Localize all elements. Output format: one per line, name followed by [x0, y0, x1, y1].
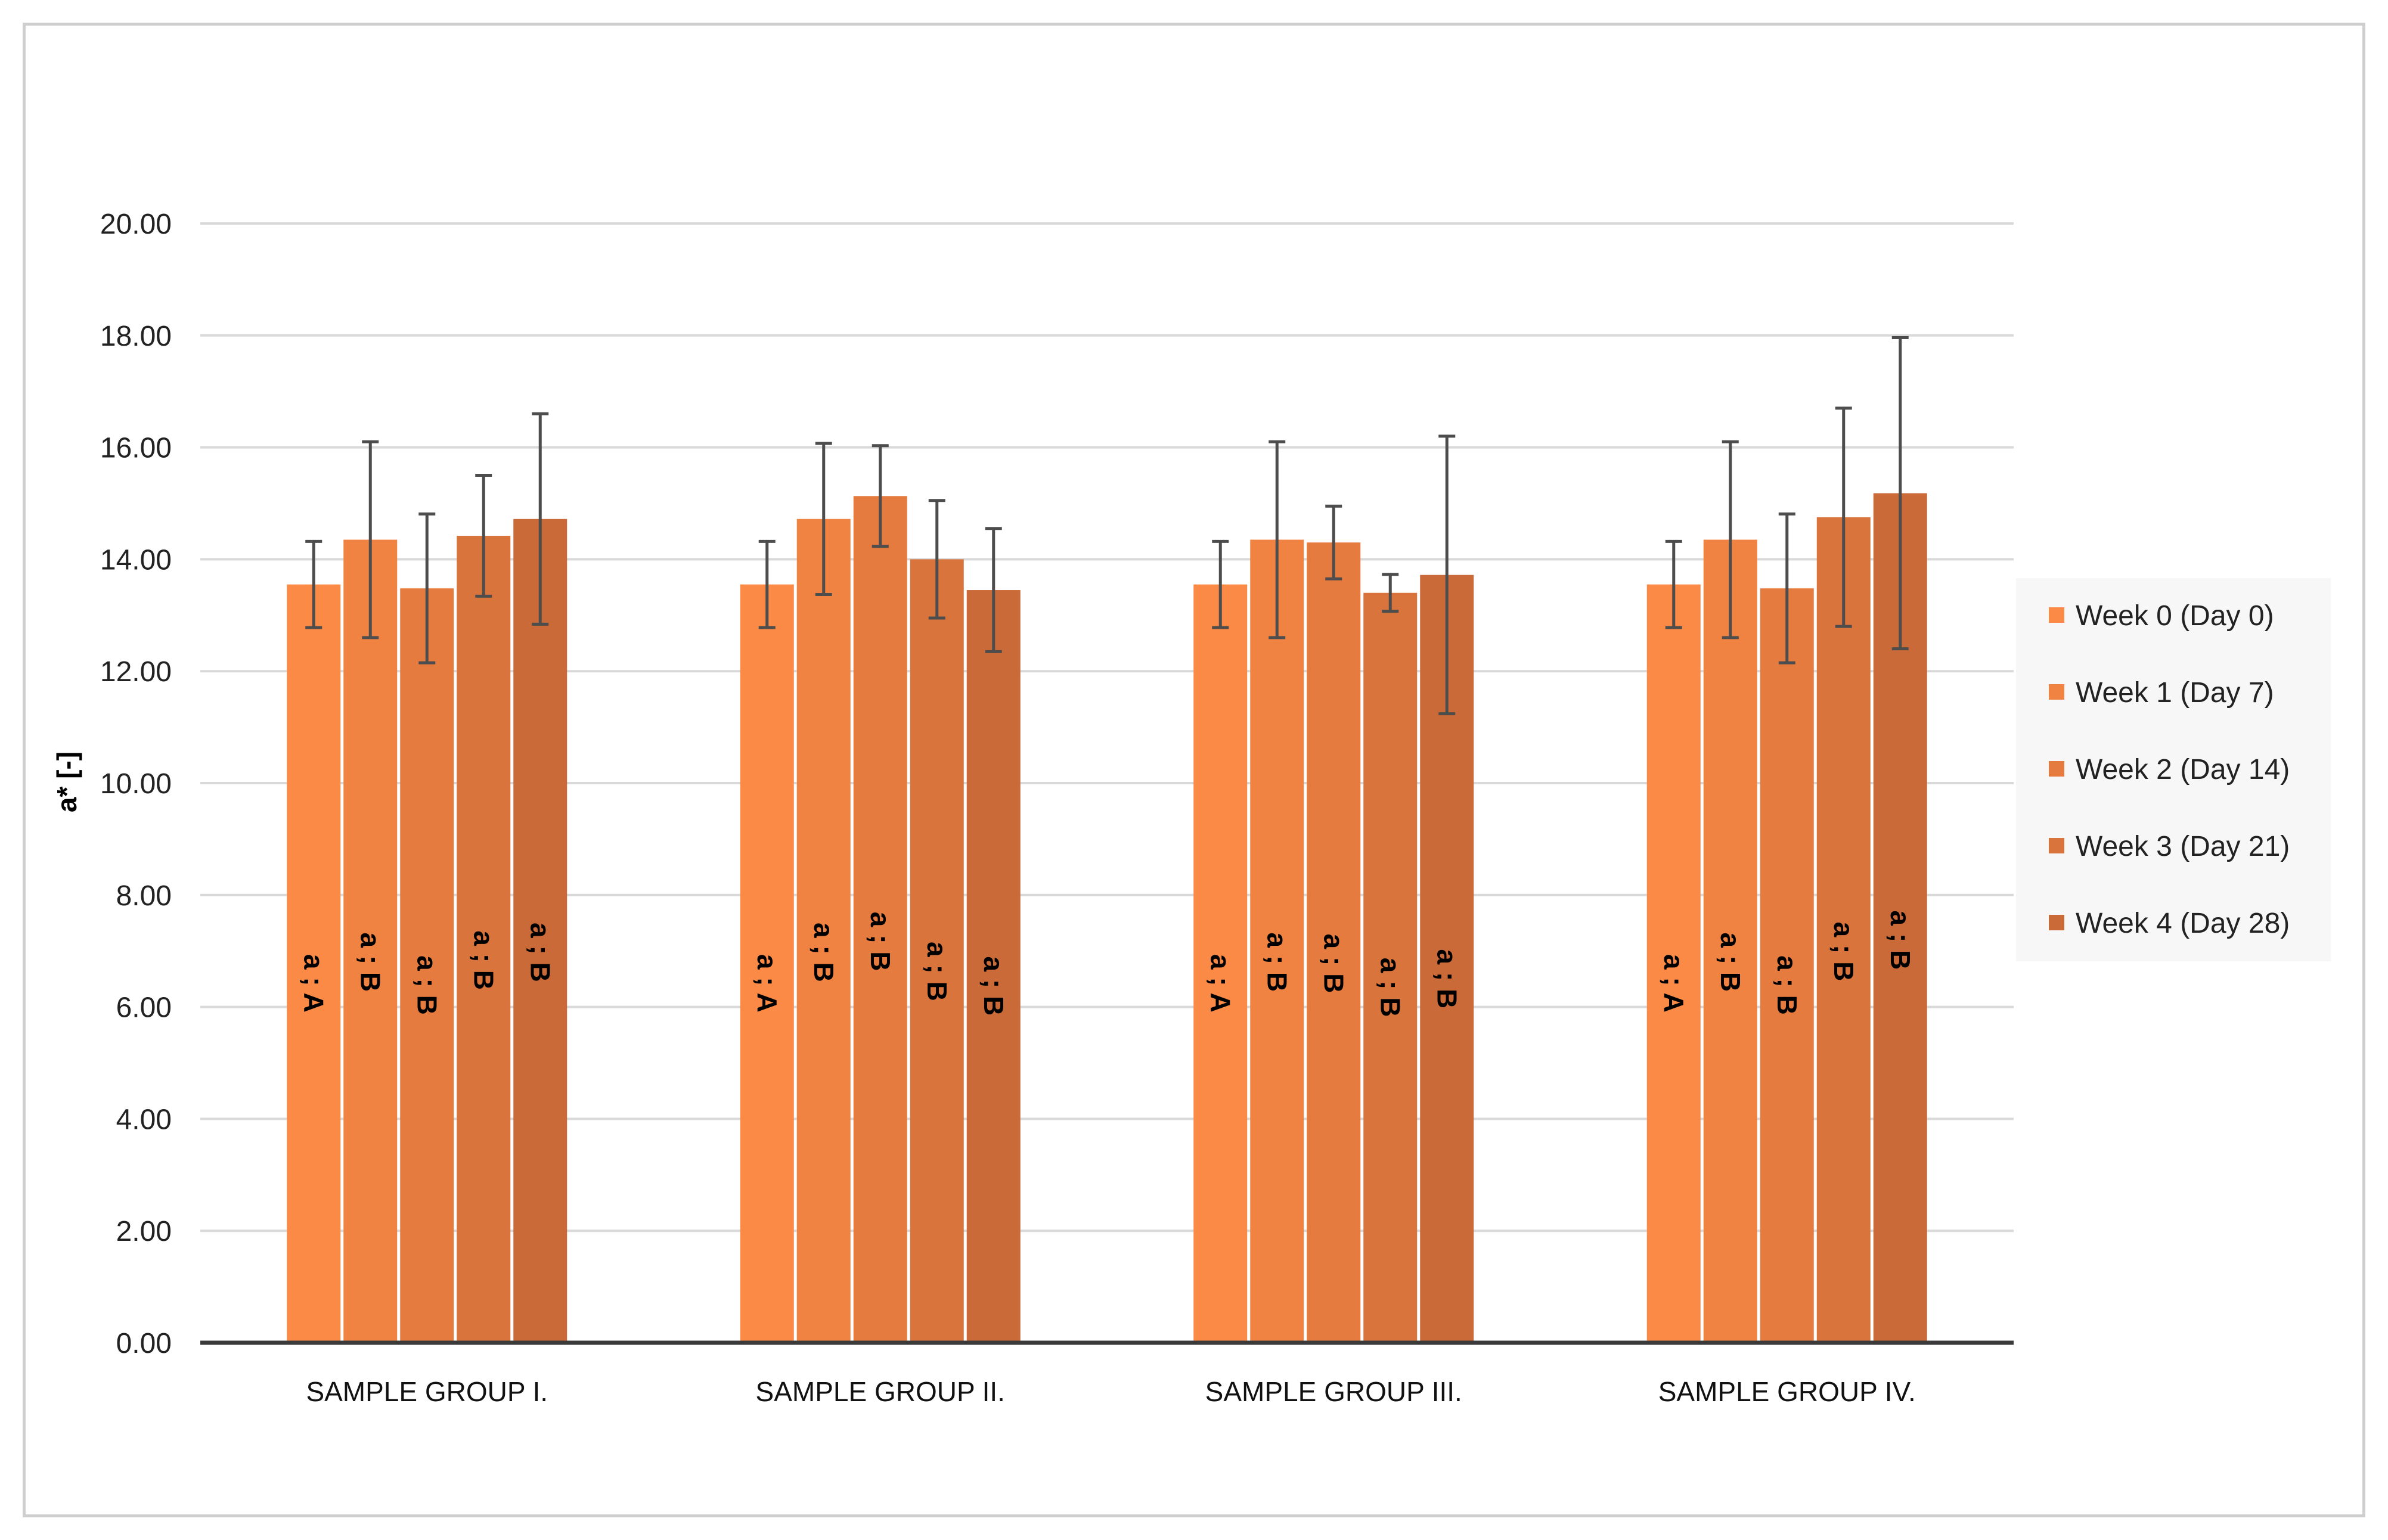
bar-significance-label: a ; A [1658, 954, 1689, 1013]
bar [343, 539, 398, 1343]
error-bar [362, 440, 379, 639]
error-bar [1778, 512, 1795, 665]
bar-significance-label: a ; B [1828, 922, 1859, 982]
bar [853, 496, 907, 1343]
legend-swatch [2049, 915, 2064, 930]
error-bar [305, 539, 322, 629]
bar-significance-label: a ; B [978, 957, 1009, 1016]
error-bar [1722, 440, 1739, 639]
error-bar [1269, 440, 1286, 639]
bar [796, 518, 851, 1343]
error-bar [815, 442, 832, 597]
y-tick-label: 20.00 [100, 209, 172, 240]
error-bar [1665, 539, 1682, 629]
bar [1703, 539, 1757, 1343]
y-tick-label: 8.00 [116, 880, 172, 912]
legend-swatch [2049, 838, 2064, 853]
legend-entry: Week 1 (Day 7) [2076, 677, 2274, 709]
bar-significance-label: a ; B [1431, 949, 1462, 1008]
bar [910, 559, 964, 1343]
legend-entry: Week 3 (Day 21) [2076, 831, 2290, 862]
bar-significance-label: a ; B [1261, 932, 1292, 992]
bar [1646, 584, 1701, 1343]
legend-entry: Week 4 (Day 28) [2076, 908, 2290, 939]
y-tick-label: 12.00 [100, 656, 172, 688]
x-category-label: SAMPLE GROUP I. [306, 1376, 548, 1407]
bar-significance-label: a ; B [865, 912, 896, 971]
bar-significance-label: a ; A [752, 954, 783, 1013]
y-tick-label: 2.00 [116, 1216, 172, 1247]
bar [287, 584, 341, 1343]
legend-entry: Week 2 (Day 14) [2076, 754, 2290, 785]
bar-significance-label: a ; A [298, 954, 329, 1013]
error-bar [985, 527, 1002, 653]
error-bar [872, 444, 889, 548]
x-category-label: SAMPLE GROUP IV. [1658, 1376, 1916, 1407]
bar [1307, 542, 1361, 1343]
y-tick-label: 0.00 [116, 1328, 172, 1359]
bar-significance-label: a ; B [355, 932, 386, 992]
error-bar [928, 499, 945, 620]
legend-entry: Week 0 (Day 0) [2076, 600, 2274, 632]
x-category-label: SAMPLE GROUP III. [1205, 1376, 1462, 1407]
bar [1193, 584, 1248, 1343]
bar [966, 590, 1021, 1343]
error-bar [1835, 406, 1852, 628]
bar [457, 535, 511, 1343]
error-bar [1438, 434, 1456, 716]
error-bar [475, 474, 492, 598]
error-bar [1891, 336, 1909, 651]
bar-significance-label: a ; B [1375, 958, 1406, 1017]
error-bar [1382, 573, 1399, 613]
bar-significance-label: a ; B [1885, 911, 1916, 970]
y-tick-label: 16.00 [100, 433, 172, 464]
bar-significance-label: a ; B [525, 923, 556, 982]
error-bar [1325, 504, 1342, 580]
bar-significance-label: a ; B [1318, 934, 1349, 993]
bar [400, 588, 454, 1343]
legend: Week 0 (Day 0) Week 1 (Day 7) Week 2 (Day … [2016, 578, 2331, 961]
bar [513, 518, 567, 1343]
y-tick-label: 18.00 [100, 321, 172, 352]
bar-significance-label: a ; B [1715, 932, 1746, 992]
bar [1363, 592, 1418, 1343]
bar-significance-label: a ; B [1772, 955, 1803, 1015]
y-tick-label: 10.00 [100, 768, 172, 800]
bar-significance-label: a ; B [468, 930, 499, 990]
error-bar [532, 412, 549, 626]
bar [1250, 539, 1304, 1343]
bar-significance-label: a ; B [808, 923, 839, 982]
legend-swatch [2049, 761, 2064, 777]
y-axis-label: a* [-] [51, 752, 82, 812]
bar [1816, 517, 1871, 1343]
bars: a ; A a ; B a ; B a ; B a ; B a ; A a ; B a ; B… [287, 336, 1927, 1343]
legend-swatch [2049, 607, 2064, 623]
y-tick-label: 6.00 [116, 992, 172, 1024]
bar-significance-label: a ; B [411, 955, 442, 1015]
axes: 0.00 2.00 4.00 6.00 8.00 10.00 12.00 14.00 16.00… [100, 209, 2014, 1407]
bar-significance-label: a ; B [922, 942, 953, 1001]
error-bar [418, 512, 436, 665]
legend-swatch [2049, 684, 2064, 700]
bar [740, 584, 794, 1343]
error-bar [1212, 539, 1229, 629]
y-tick-label: 4.00 [116, 1104, 172, 1135]
y-tick-label: 14.00 [100, 544, 172, 576]
legend-box [2016, 578, 2331, 961]
bar [1760, 588, 1814, 1343]
error-bar [758, 539, 776, 629]
x-category-label: SAMPLE GROUP II. [756, 1376, 1005, 1407]
bar-significance-label: a ; A [1205, 954, 1236, 1013]
